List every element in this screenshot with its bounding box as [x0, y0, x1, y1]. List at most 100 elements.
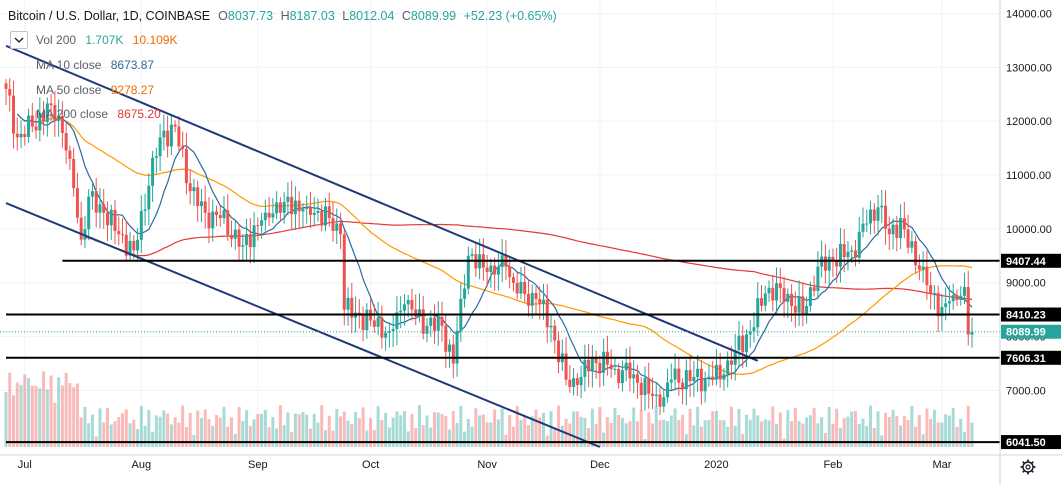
candle-body — [673, 368, 677, 380]
x-tick-label: Jul — [18, 459, 32, 471]
candle-body — [902, 218, 906, 230]
volume-bar — [816, 423, 820, 447]
volume-bar — [917, 415, 921, 447]
collapse-legend-button[interactable] — [10, 31, 28, 49]
volume-bar — [838, 427, 842, 447]
candle-body — [564, 353, 568, 380]
volume-bar — [151, 431, 155, 447]
volume-bar — [955, 427, 959, 447]
candle-body — [68, 150, 72, 159]
volume-bar — [711, 411, 715, 447]
volume-bar — [677, 420, 681, 447]
volume-bar — [278, 405, 282, 447]
volume-bar — [760, 421, 764, 447]
volume-bar — [910, 405, 914, 447]
volume-bar — [387, 427, 391, 447]
volume-bar — [8, 372, 12, 447]
volume-bar — [895, 416, 899, 447]
candle-body — [402, 304, 406, 311]
candle-body — [19, 133, 23, 138]
candle-body — [534, 292, 538, 299]
candle-body — [27, 115, 31, 137]
low-value: 8012.04 — [349, 9, 395, 24]
volume-bar — [921, 434, 925, 447]
volume-bar — [861, 418, 865, 447]
volume-bar — [932, 409, 936, 447]
price-label-text: 6041.50 — [1006, 437, 1046, 449]
candle-body — [45, 103, 49, 122]
indicator-volume[interactable]: Vol 200 1.707K 10.109K — [36, 33, 178, 47]
volume-bar — [598, 407, 602, 447]
volume-bar — [252, 419, 256, 447]
candle-body — [947, 301, 951, 304]
candle-body — [102, 204, 106, 213]
volume-bar — [49, 375, 53, 447]
indicator-value: 10.109K — [132, 33, 178, 47]
candle-body — [256, 225, 260, 227]
volume-bar — [339, 416, 343, 447]
candle-body — [384, 332, 388, 338]
volume-bar — [293, 413, 297, 447]
candle-body — [617, 368, 621, 384]
y-tick-label: 10000.00 — [1006, 224, 1052, 236]
candle-body — [113, 209, 117, 232]
candle-body — [260, 220, 264, 226]
volume-bar — [113, 421, 117, 447]
volume-bar — [102, 422, 106, 447]
volume-bar — [744, 414, 748, 447]
volume-bar — [60, 385, 64, 447]
volume-bar — [583, 418, 587, 447]
volume-bar — [109, 424, 113, 447]
volume-bar — [624, 423, 628, 447]
candle-body — [669, 379, 673, 383]
candle-body — [775, 283, 779, 301]
volume-bar — [79, 417, 83, 447]
candle-body — [756, 298, 760, 328]
current-price-text: 8089.99 — [1006, 327, 1046, 339]
open-value: 8037.73 — [227, 9, 274, 24]
volume-bar — [335, 409, 339, 447]
candle-body — [699, 368, 703, 392]
volume-bar — [523, 416, 527, 447]
indicator-value: 8673.87 — [110, 58, 155, 72]
candle-body — [143, 209, 147, 211]
volume-bar — [192, 434, 196, 447]
candle-body — [90, 191, 94, 197]
volume-bar — [673, 408, 677, 447]
volume-bar — [466, 418, 470, 447]
candle-body — [684, 370, 688, 390]
candle-body — [827, 256, 831, 271]
candle-body — [49, 103, 53, 106]
volume-bar — [756, 415, 760, 447]
candle-body — [632, 374, 636, 379]
indicator-ma200[interactable]: MA 200 close 8675.20 — [36, 107, 161, 121]
indicator-label: MA 50 close — [36, 83, 102, 97]
volume-bar — [681, 414, 685, 447]
candle-body — [545, 299, 549, 328]
candle-body — [714, 364, 718, 380]
volume-bar — [121, 413, 125, 447]
ma200-line — [80, 220, 973, 301]
indicator-ma10[interactable]: MA 10 close 8673.87 — [36, 58, 154, 72]
volume-bar — [632, 407, 636, 447]
candle-body — [782, 288, 786, 302]
volume-bar — [399, 415, 403, 447]
volume-bar — [222, 406, 226, 447]
volume-bar — [602, 432, 606, 447]
candle-body — [410, 299, 414, 310]
candle-body — [342, 234, 346, 310]
candle-body — [147, 185, 151, 210]
candle-body — [921, 266, 925, 270]
candle-body — [790, 293, 794, 307]
candle-body — [218, 215, 222, 219]
candle-body — [57, 115, 61, 121]
trend-drawings[interactable] — [0, 44, 1000, 448]
indicator-ma50[interactable]: MA 50 close 9278.27 — [36, 83, 154, 97]
settings-gear-button[interactable] — [1020, 459, 1036, 475]
volume-bar — [207, 419, 211, 447]
candle-body — [12, 95, 16, 134]
volume-bar — [474, 408, 478, 447]
candle-body — [75, 188, 79, 218]
candle-body — [493, 265, 497, 275]
